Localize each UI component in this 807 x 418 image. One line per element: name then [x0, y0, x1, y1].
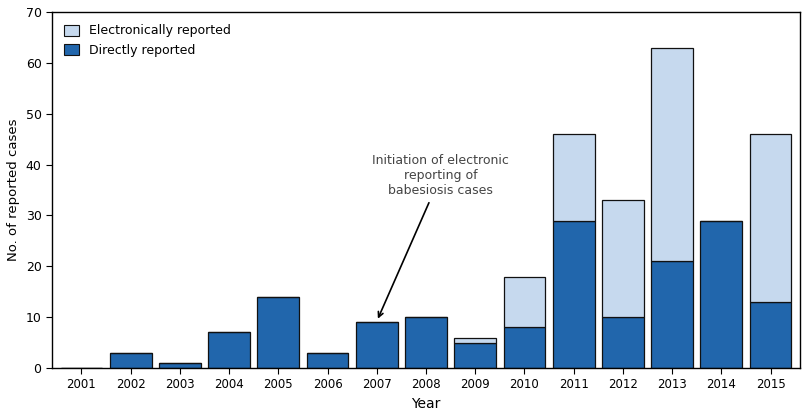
Bar: [454, 343, 496, 368]
Bar: [553, 221, 595, 368]
Legend: Electronically reported, Directly reported: Electronically reported, Directly report…: [58, 18, 237, 63]
Bar: [750, 302, 792, 368]
X-axis label: Year: Year: [412, 397, 441, 411]
Bar: [307, 353, 349, 368]
Bar: [651, 48, 693, 261]
Bar: [602, 317, 644, 368]
Text: Initiation of electronic
reporting of
babesiosis cases: Initiation of electronic reporting of ba…: [372, 154, 509, 317]
Bar: [602, 200, 644, 317]
Bar: [454, 338, 496, 343]
Y-axis label: No. of reported cases: No. of reported cases: [7, 119, 20, 261]
Bar: [208, 332, 250, 368]
Bar: [257, 297, 299, 368]
Bar: [159, 363, 201, 368]
Bar: [504, 327, 546, 368]
Bar: [553, 134, 595, 221]
Bar: [750, 134, 792, 302]
Bar: [405, 317, 447, 368]
Bar: [110, 353, 152, 368]
Bar: [356, 322, 398, 368]
Bar: [651, 261, 693, 368]
Bar: [700, 221, 742, 368]
Bar: [504, 276, 546, 327]
